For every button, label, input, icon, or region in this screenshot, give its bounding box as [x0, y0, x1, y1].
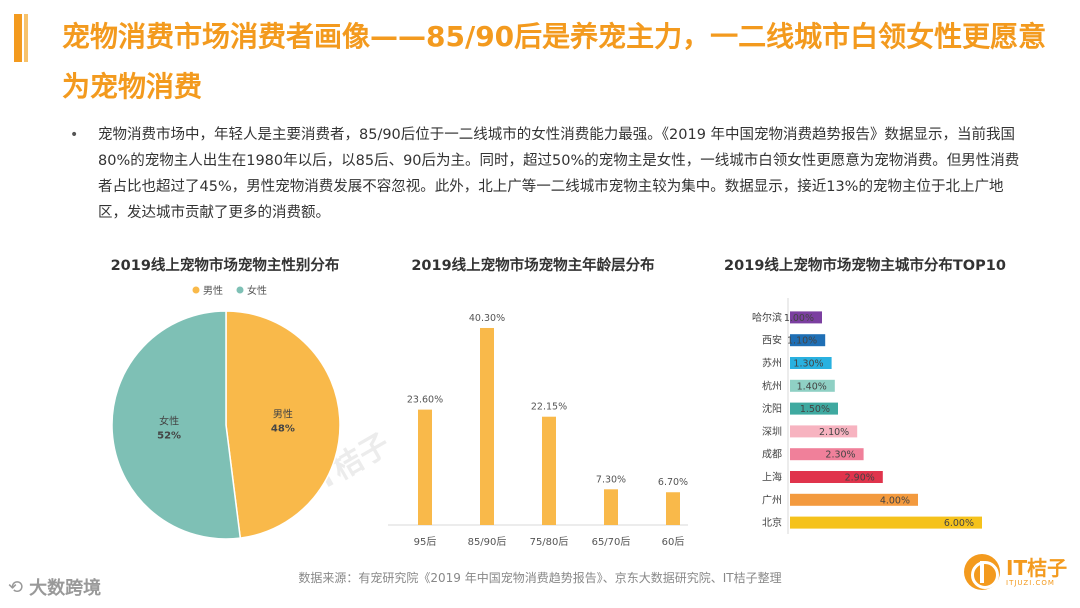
bullet-dot-icon: •	[70, 127, 79, 143]
city-bar-5	[790, 425, 858, 438]
pie-category-label-0: 男性	[273, 407, 293, 420]
city-bar-4	[790, 402, 838, 415]
age-bar-3	[604, 489, 618, 525]
city-bar-0	[790, 311, 822, 324]
corner-watermark: ⟲ 大数跨境	[8, 574, 101, 600]
watermark-logo-icon: ⟲	[8, 576, 24, 598]
legend-label-1: 女性	[247, 284, 267, 297]
city-bar-2	[790, 357, 832, 369]
pie-slice-1	[111, 310, 242, 540]
age-bar-2	[542, 416, 556, 525]
city-tick-label-0: 哈尔滨	[752, 311, 782, 324]
age-bar-1	[480, 327, 494, 525]
city-tick-label-3: 杭州	[762, 379, 782, 392]
pie-category-label-1: 女性	[159, 415, 179, 428]
summary-paragraph: • 宠物消费市场中，年轻人是主要消费者，85/90后位于一二线城市的女性消费能力…	[70, 122, 1020, 226]
age-bar-0	[418, 409, 432, 525]
age-tick-label-3: 65/70后	[592, 536, 631, 548]
age-value-label-0: 23.60%	[407, 395, 443, 406]
age-bar-4	[666, 492, 680, 525]
city-bar-3	[790, 379, 835, 392]
age-value-label-1: 40.30%	[469, 313, 505, 324]
data-source-note: 数据来源：有宠研究院《2019 年中国宠物消费趋势报告》、京东大数据研究院、IT…	[298, 571, 782, 585]
age-bar-chart: 23.60% 95后 40.30% 85/90后 22.15% 75/80后 7.30% 65…	[388, 313, 688, 548]
age-tick-label-4: 60后	[662, 536, 685, 548]
age-value-label-2: 22.15%	[531, 402, 567, 413]
city-bar-9	[790, 516, 982, 529]
age-value-label-4: 6.70%	[658, 477, 688, 488]
city-bar-8	[790, 493, 918, 506]
brand-logo: IT桔子 ITJUZI.COM	[964, 554, 1067, 590]
logo-name: IT桔子	[1006, 556, 1068, 580]
city-tick-label-2: 苏州	[762, 357, 782, 370]
legend-marker-0	[192, 286, 200, 294]
city-bar-chart: 哈尔滨 1.00%西安 1.10% 苏州 1.30% 杭州 1.40% 沈阳 1.50% 深圳 2.…	[752, 298, 982, 534]
city-chart-title: 2019线上宠物市场宠物主城市分布TOP10	[724, 258, 1006, 274]
age-tick-label-1: 85/90后	[468, 536, 507, 548]
city-value-label-3: 1.40%	[797, 381, 827, 392]
orange-logo-icon	[964, 554, 1000, 590]
legend-marker-1	[236, 286, 244, 294]
city-value-label-4: 1.50%	[800, 404, 830, 415]
pie-value-label-1: 52%	[157, 431, 181, 442]
pie-value-label-0: 48%	[271, 423, 295, 434]
legend-label-0: 男性	[203, 284, 223, 297]
age-tick-label-0: 95后	[414, 536, 437, 548]
age-value-label-3: 7.30%	[596, 474, 626, 485]
city-value-label-6: 2.30%	[825, 450, 855, 461]
city-value-label-1: 1.10%	[787, 336, 817, 347]
city-tick-label-4: 沈阳	[762, 402, 782, 415]
pie-slice-0	[225, 310, 341, 539]
city-tick-label-1: 西安	[762, 334, 782, 347]
city-tick-label-6: 成都	[762, 449, 782, 461]
title-accent-bar-light	[24, 14, 28, 62]
city-tick-label-8: 广州	[762, 494, 782, 506]
age-tick-label-2: 75/80后	[530, 536, 569, 548]
watermark-text: 大数跨境	[29, 578, 102, 599]
page-title: 宠物消费市场消费者画像——85/90后是养宠主力，一二线城市白领女性更愿意为宠物…	[62, 20, 1047, 103]
city-value-label-2: 1.30%	[793, 359, 823, 370]
city-bar-1	[790, 334, 826, 347]
city-tick-label-5: 深圳	[762, 426, 782, 438]
city-value-label-7: 2.90%	[845, 473, 875, 484]
summary-text: 宠物消费市场中，年轻人是主要消费者，85/90后位于一二线城市的女性消费能力最强…	[98, 127, 1020, 221]
city-bar-6	[790, 448, 864, 461]
city-value-label-5: 2.10%	[819, 427, 849, 438]
city-tick-label-9: 北京	[762, 516, 782, 529]
city-value-label-8: 4.00%	[880, 495, 910, 506]
city-tick-label-7: 上海	[762, 471, 782, 484]
city-value-label-0: 1.00%	[784, 313, 814, 324]
gender-chart-title: 2019线上宠物市场宠物主性别分布	[110, 258, 340, 274]
age-chart-title: 2019线上宠物市场宠物主年龄层分布	[411, 258, 655, 274]
title-accent-bar	[14, 14, 22, 62]
city-bar-7	[790, 471, 883, 483]
city-value-label-9: 6.00%	[944, 518, 974, 529]
logo-url: ITJUZI.COM	[1006, 579, 1055, 587]
